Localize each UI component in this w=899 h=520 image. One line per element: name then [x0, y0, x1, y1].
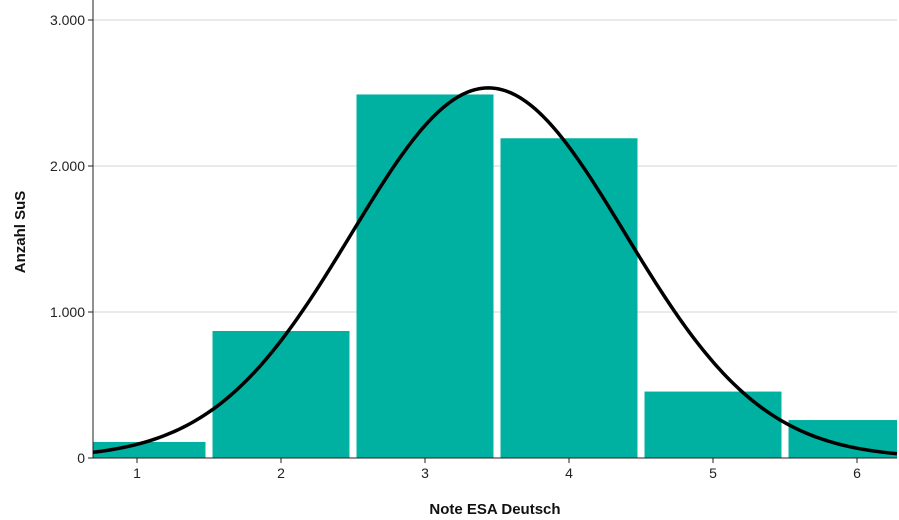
y-tick-label-2: 2.000: [50, 158, 85, 174]
normal-curve-line: [92, 86, 898, 456]
bar-2: [212, 330, 350, 458]
bar-4: [500, 138, 638, 458]
x-tick-label-3: 3: [421, 465, 429, 481]
y-tick-label-3: 3.000: [50, 12, 85, 28]
bar-3: [356, 94, 494, 459]
bar-5: [644, 391, 782, 458]
axes: [88, 0, 897, 463]
y-tick-label-1: 1.000: [50, 304, 85, 320]
bar-1: [93, 441, 206, 458]
x-tick-label-2: 2: [277, 465, 285, 481]
normal-curve: [92, 86, 898, 456]
bars: [93, 94, 897, 459]
x-tick-label-4: 4: [565, 465, 573, 481]
tick-labels: 0 1.000 2.000 3.000 1 2 3 4 5 6: [50, 12, 861, 481]
x-tick-label-5: 5: [709, 465, 717, 481]
y-tick-label-0: 0: [77, 450, 85, 466]
grid-lines: [93, 19, 897, 313]
x-tick-label-1: 1: [133, 465, 141, 481]
x-axis-title: Note ESA Deutsch: [429, 501, 560, 518]
x-tick-label-6: 6: [853, 465, 861, 481]
y-axis-title: Anzahl SuS: [12, 191, 29, 274]
